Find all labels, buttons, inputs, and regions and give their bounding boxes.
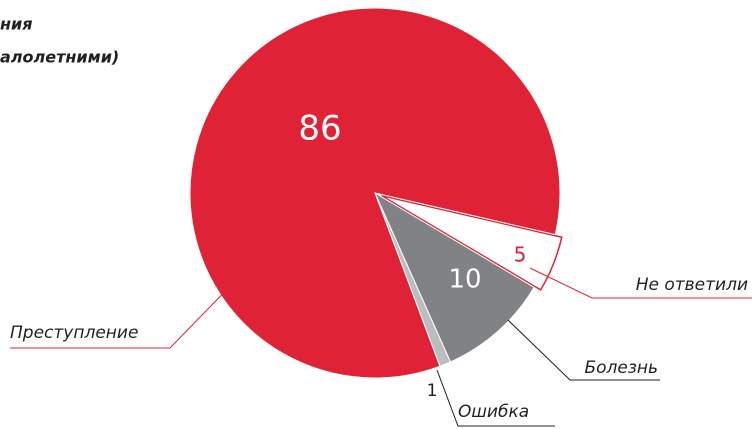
- leader-line: [10, 275, 241, 349]
- pie-slice: [381, 194, 563, 291]
- category-label: Преступление: [10, 323, 138, 343]
- pie-slice: [189, 7, 561, 379]
- pie-slice: [373, 191, 535, 363]
- leader-line: [529, 267, 752, 299]
- category-label: Ошибка: [458, 402, 529, 422]
- leader-line: [507, 319, 660, 381]
- data-label: 86: [298, 109, 341, 149]
- category-label: Не ответили: [636, 275, 748, 295]
- leader-line: [436, 369, 555, 427]
- category-label: Болезнь: [584, 358, 658, 378]
- data-label: 1: [427, 381, 438, 401]
- chart-title: ния: [0, 15, 33, 34]
- chart-title: алолетними): [0, 48, 119, 67]
- data-label: 5: [514, 243, 527, 267]
- data-label: 10: [448, 265, 481, 295]
